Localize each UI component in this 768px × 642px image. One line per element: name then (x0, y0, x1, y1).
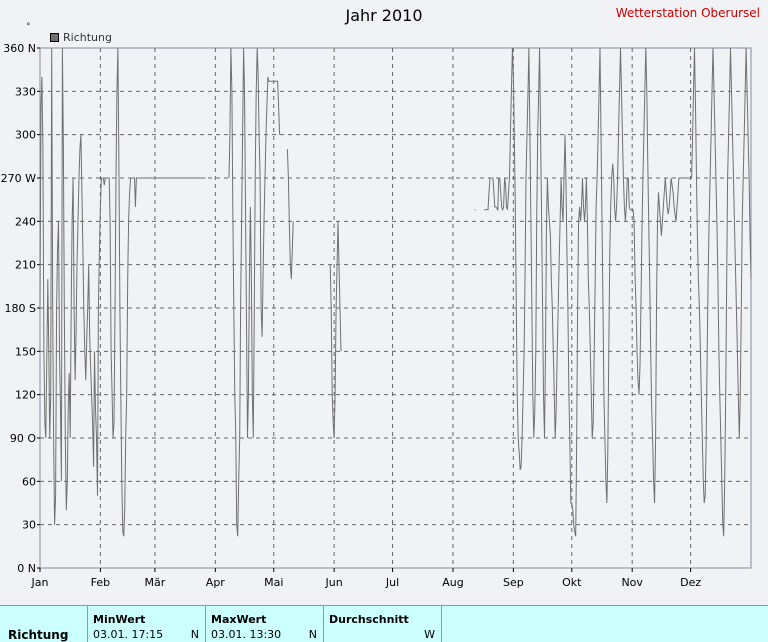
stats-avg-cell: Durchschnitt W (324, 606, 442, 642)
max-direction: N (308, 628, 317, 641)
x-tick-label: Sep (503, 576, 524, 589)
x-tick-label: Aug (442, 576, 463, 589)
y-tick-label: 90 O (10, 432, 36, 445)
stats-row-label: Richtung (8, 628, 69, 642)
y-tick-label: 360 N (3, 42, 36, 55)
x-tick-label: Apr (206, 576, 226, 589)
x-tick-label: Nov (621, 576, 643, 589)
x-tick-label: Okt (562, 576, 582, 589)
series-segment (286, 149, 294, 280)
avg-header: Durchschnitt (329, 613, 409, 626)
max-value: 03.01. 13:30 (211, 628, 282, 641)
station-name: Wetterstation Oberursel (615, 6, 760, 20)
stats-bar: Richtung MinWert 03.01. 17:15 N MaxWert … (0, 605, 768, 642)
x-tick-label: Mär (145, 576, 166, 589)
legend-label: Richtung (63, 31, 112, 44)
wind-direction-series (39, 47, 752, 537)
x-tick-label: Feb (91, 576, 110, 589)
y-tick-label: 60 (22, 475, 36, 488)
y-tick-label: 270 W (1, 172, 36, 185)
max-header: MaxWert (211, 613, 267, 626)
y-tick-label: 240 (15, 215, 36, 228)
stats-min-cell: MinWert 03.01. 17:15 N (88, 606, 206, 642)
legend-swatch (50, 33, 59, 42)
y-tick-label: 300 (15, 129, 36, 142)
y-tick-label: 210 (15, 259, 36, 272)
min-header: MinWert (93, 613, 146, 626)
grid (40, 48, 751, 568)
y-tick-label: 180 S (5, 302, 36, 315)
series-segment (228, 47, 281, 537)
chart-title: Jahr 2010 (345, 6, 423, 25)
legend: Richtung (50, 31, 112, 44)
x-tick-label: Dez (680, 576, 701, 589)
y-tick-label: 120 (15, 389, 36, 402)
series-segment (39, 47, 206, 537)
x-tick-label: Jun (325, 576, 343, 589)
x-tick-label: Jul (385, 576, 399, 589)
y-tick-label: 330 (15, 85, 36, 98)
y-tick-label: 30 (22, 519, 36, 532)
x-axis: Jan Feb Mär Apr Mai Jun Jul Aug Sep Okt Nov Dez (31, 568, 701, 589)
series-segment (329, 221, 342, 439)
x-tick-label: Mai (264, 576, 283, 589)
series-segment (484, 47, 752, 537)
stats-max-cell: MaxWert 03.01. 13:30 N (206, 606, 324, 642)
avg-direction: W (424, 628, 435, 641)
stats-label-cell: Richtung (0, 606, 88, 642)
chart-canvas: 0 N 30 60 90 O 120 150 180 S 210 240 270 W 300 330 3… (1, 42, 752, 589)
min-direction: N (190, 628, 199, 641)
y-tick-label: 150 (15, 345, 36, 358)
y-tick-label: 0 N (17, 562, 36, 575)
min-value: 03.01. 17:15 (93, 628, 164, 641)
degree-marker: ° (26, 22, 31, 32)
x-tick-label: Jan (31, 576, 49, 589)
y-axis: 0 N 30 60 90 O 120 150 180 S 210 240 270 W 300 330 3… (1, 42, 40, 575)
